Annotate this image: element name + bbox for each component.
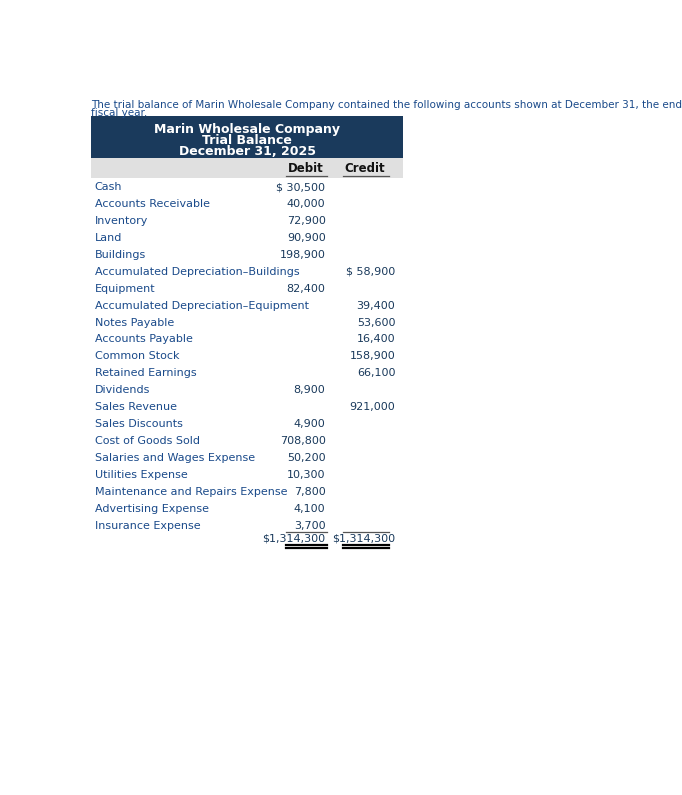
Text: 708,800: 708,800 (280, 436, 325, 446)
Text: 40,000: 40,000 (287, 199, 325, 209)
Bar (91, 116, 403, 157)
Text: Buildings: Buildings (95, 250, 146, 260)
Text: 53,600: 53,600 (357, 317, 396, 328)
Text: Equipment: Equipment (95, 284, 155, 293)
Text: December 31, 2025: December 31, 2025 (179, 145, 316, 157)
Text: fiscal year.: fiscal year. (91, 108, 148, 118)
Text: 50,200: 50,200 (287, 453, 325, 463)
Text: Accounts Payable: Accounts Payable (95, 335, 192, 344)
Text: 198,900: 198,900 (280, 250, 325, 260)
Text: Sales Revenue: Sales Revenue (95, 402, 177, 413)
Text: 8,900: 8,900 (294, 386, 325, 395)
Text: The trial balance of Marin Wholesale Company contained the following accounts sh: The trial balance of Marin Wholesale Com… (91, 100, 682, 110)
Text: 66,100: 66,100 (357, 368, 396, 378)
Text: Accumulated Depreciation–Buildings: Accumulated Depreciation–Buildings (95, 267, 299, 277)
Text: Advertising Expense: Advertising Expense (95, 504, 209, 514)
Bar (91, 157, 403, 178)
Text: Dividends: Dividends (95, 386, 150, 395)
Text: Common Stock: Common Stock (95, 351, 179, 362)
Text: 7,800: 7,800 (294, 487, 325, 497)
Text: 3,700: 3,700 (294, 521, 325, 531)
Text: Retained Earnings: Retained Earnings (95, 368, 196, 378)
Text: Insurance Expense: Insurance Expense (95, 521, 201, 531)
Text: Accounts Receivable: Accounts Receivable (95, 199, 209, 209)
Text: 921,000: 921,000 (349, 402, 396, 413)
Text: 10,300: 10,300 (287, 470, 325, 480)
Text: Accumulated Depreciation–Equipment: Accumulated Depreciation–Equipment (95, 301, 308, 311)
Text: Marin Wholesale Company: Marin Wholesale Company (154, 123, 340, 136)
Text: 4,100: 4,100 (294, 504, 325, 514)
Text: Cost of Goods Sold: Cost of Goods Sold (95, 436, 200, 446)
Text: Land: Land (95, 233, 122, 242)
Text: 39,400: 39,400 (357, 301, 396, 311)
Text: $1,314,300: $1,314,300 (263, 533, 325, 543)
Text: $1,314,300: $1,314,300 (332, 533, 396, 543)
Text: $ 58,900: $ 58,900 (346, 267, 396, 277)
Text: Notes Payable: Notes Payable (95, 317, 174, 328)
Text: Inventory: Inventory (95, 216, 148, 226)
Text: Sales Discounts: Sales Discounts (95, 419, 182, 429)
Text: Salaries and Wages Expense: Salaries and Wages Expense (95, 453, 254, 463)
Text: 90,900: 90,900 (286, 233, 325, 242)
Text: Trial Balance: Trial Balance (203, 134, 292, 147)
Text: Utilities Expense: Utilities Expense (95, 470, 188, 480)
Text: $ 30,500: $ 30,500 (276, 182, 325, 192)
Text: Cash: Cash (95, 182, 122, 192)
Text: 82,400: 82,400 (286, 284, 325, 293)
Text: Debit: Debit (288, 161, 324, 175)
Text: 72,900: 72,900 (286, 216, 325, 226)
Text: 4,900: 4,900 (294, 419, 325, 429)
Text: Maintenance and Repairs Expense: Maintenance and Repairs Expense (95, 487, 287, 497)
Text: Credit: Credit (344, 161, 385, 175)
Text: 16,400: 16,400 (357, 335, 396, 344)
Text: 158,900: 158,900 (349, 351, 396, 362)
